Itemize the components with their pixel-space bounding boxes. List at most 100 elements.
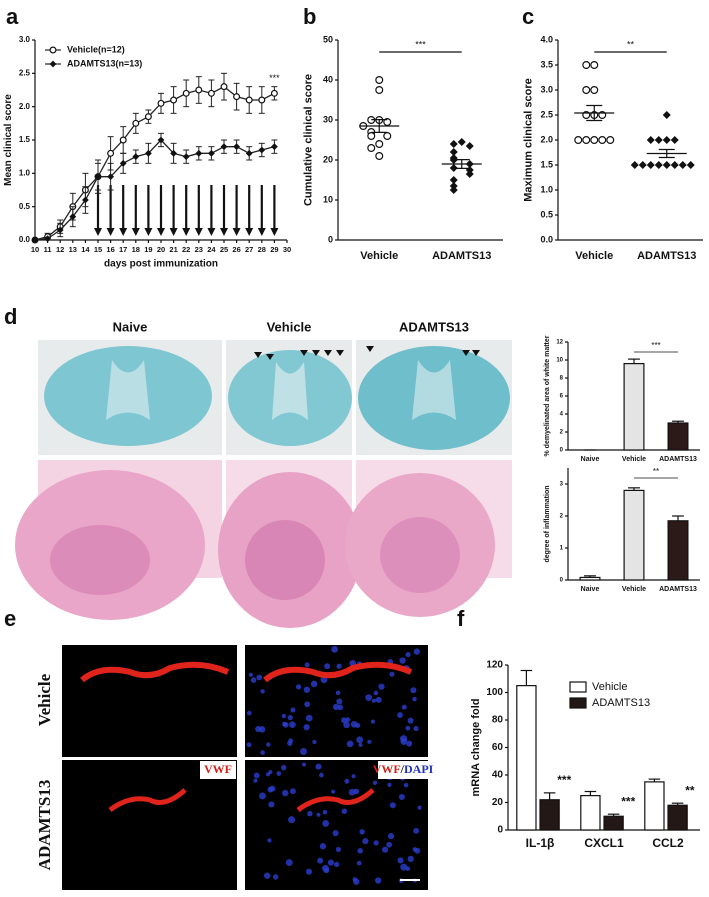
- marker: [638, 161, 647, 169]
- nucleus: [397, 712, 403, 719]
- arrow-head: [144, 228, 153, 236]
- marker: [375, 75, 384, 84]
- y-axis-label: degree of inflammation: [544, 485, 551, 562]
- nucleus: [332, 830, 339, 837]
- error-bar: [672, 515, 684, 521]
- marker: [182, 153, 190, 161]
- y-axis-label: Cumulative clinical score: [303, 74, 315, 206]
- nucleus: [331, 789, 336, 794]
- nucleus: [400, 735, 408, 743]
- y-tick-label: 30: [323, 114, 333, 124]
- bar: [603, 815, 624, 831]
- marker: [270, 89, 278, 97]
- x-tick-label: Vehicle: [360, 250, 398, 262]
- y-tick-label: 1.5: [19, 135, 31, 144]
- nucleus: [405, 652, 411, 658]
- y-tick-label: 6: [560, 394, 564, 400]
- y-tick-label: 20: [492, 797, 504, 808]
- x-tick-label: 21: [169, 245, 177, 254]
- nucleus: [267, 838, 272, 843]
- nucleus: [410, 687, 417, 694]
- nucleus: [356, 736, 364, 744]
- nucleus: [350, 720, 358, 728]
- label-part: VWF: [373, 762, 401, 776]
- error-bar: [628, 487, 640, 491]
- tissue: [50, 525, 150, 595]
- nucleus: [381, 846, 389, 853]
- micrograph: [62, 645, 237, 757]
- nucleus: [398, 793, 405, 801]
- annotation: **: [653, 467, 659, 476]
- y-tick-label: 0: [328, 234, 333, 244]
- marker: [56, 226, 64, 234]
- nucleus: [285, 859, 293, 866]
- marker: [670, 136, 679, 144]
- channel-label: VWF: [204, 762, 232, 776]
- x-tick-label: 12: [56, 245, 64, 254]
- nucleus: [341, 717, 347, 724]
- error-bar: [543, 792, 556, 800]
- y-tick-label: 120: [486, 660, 503, 671]
- arrow-head: [220, 228, 228, 236]
- x-tick-label: IL-1β: [526, 836, 555, 850]
- bar: [667, 422, 689, 451]
- nucleus: [253, 772, 260, 779]
- x-axis-label: days post immunization: [104, 259, 218, 270]
- x-tick-label: 19: [144, 245, 152, 254]
- marker: [195, 149, 203, 157]
- injection-arrow: [194, 185, 203, 236]
- nucleus: [319, 843, 327, 850]
- series-line: [34, 139, 275, 241]
- nucleus: [372, 780, 378, 786]
- y-tick-label: 2.5: [540, 109, 553, 119]
- label-box: [200, 761, 236, 779]
- panel-letter: a: [6, 4, 19, 29]
- y-tick-label: 0.5: [540, 209, 553, 219]
- x-tick-label: 13: [69, 245, 77, 254]
- marker: [630, 161, 639, 169]
- injection-arrow: [119, 185, 128, 236]
- nucleus: [266, 742, 271, 747]
- marker: [375, 85, 384, 94]
- y-tick-label: 12: [556, 340, 563, 346]
- nucleus: [246, 742, 252, 748]
- arrow-head: [245, 228, 254, 236]
- x-tick-label: 28: [258, 245, 266, 254]
- micrograph: [245, 760, 428, 890]
- arrow-head: [182, 228, 191, 236]
- vessel: [80, 661, 230, 683]
- row-label: Vehicle: [35, 673, 54, 726]
- marker: [590, 85, 599, 94]
- nucleus: [389, 671, 395, 677]
- nucleus: [304, 701, 311, 708]
- nucleus: [353, 788, 360, 795]
- marker: [31, 236, 39, 244]
- nucleus: [324, 663, 331, 670]
- nucleus: [371, 698, 377, 703]
- nucleus: [303, 724, 310, 731]
- marker: [662, 161, 671, 169]
- nucleus: [335, 846, 341, 853]
- panel-letter: b: [303, 4, 316, 29]
- x-tick-label: ADAMTS13: [659, 586, 697, 593]
- nucleus: [407, 717, 414, 724]
- nucleus: [302, 762, 307, 767]
- annotation: ***: [415, 39, 426, 49]
- nucleus: [312, 739, 317, 745]
- bar: [623, 363, 645, 451]
- nucleus: [386, 841, 393, 848]
- marker: [383, 132, 392, 141]
- y-axis-label: Mean clinical score: [3, 94, 14, 186]
- arrow-head: [106, 228, 115, 236]
- x-tick-label: Vehicle: [575, 250, 613, 262]
- nucleus: [387, 833, 395, 840]
- y-tick-label: 0.0: [540, 234, 553, 244]
- nucleus: [305, 868, 313, 875]
- lfb-stains: [38, 340, 512, 455]
- injection-arrow: [157, 185, 165, 236]
- label-box: [378, 761, 428, 779]
- y-tick-label: 4.0: [540, 34, 553, 44]
- x-tick-label: 22: [182, 245, 190, 254]
- marker: [245, 149, 253, 157]
